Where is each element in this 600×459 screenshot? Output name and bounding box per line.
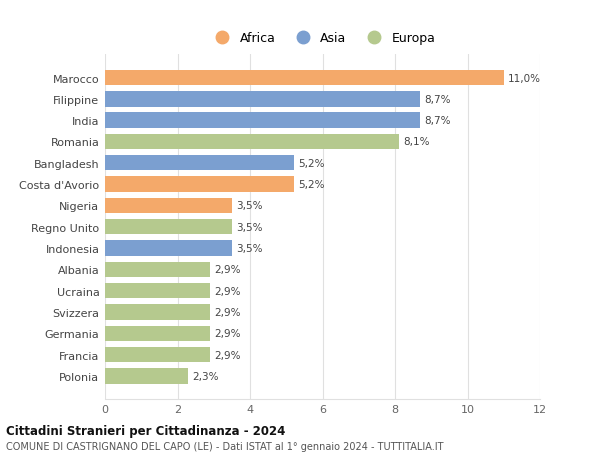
Text: 8,7%: 8,7% — [425, 116, 451, 126]
Bar — [105, 198, 232, 213]
Bar — [105, 134, 398, 150]
Bar — [105, 113, 421, 129]
Bar — [105, 347, 210, 363]
Text: Cittadini Stranieri per Cittadinanza - 2024: Cittadini Stranieri per Cittadinanza - 2… — [6, 425, 286, 437]
Bar — [105, 219, 232, 235]
Text: 2,9%: 2,9% — [214, 329, 241, 338]
Text: 2,9%: 2,9% — [214, 265, 241, 275]
Text: COMUNE DI CASTRIGNANO DEL CAPO (LE) - Dati ISTAT al 1° gennaio 2024 - TUTTITALIA: COMUNE DI CASTRIGNANO DEL CAPO (LE) - Da… — [6, 441, 443, 451]
Text: 3,5%: 3,5% — [236, 222, 263, 232]
Bar — [105, 156, 293, 171]
Text: 5,2%: 5,2% — [298, 158, 325, 168]
Text: 2,9%: 2,9% — [214, 307, 241, 317]
Bar — [105, 177, 293, 192]
Bar — [105, 241, 232, 256]
Text: 2,9%: 2,9% — [214, 286, 241, 296]
Bar — [105, 305, 210, 320]
Text: 2,9%: 2,9% — [214, 350, 241, 360]
Bar — [105, 283, 210, 299]
Bar — [105, 326, 210, 341]
Bar — [105, 262, 210, 277]
Text: 11,0%: 11,0% — [508, 73, 541, 84]
Text: 2,3%: 2,3% — [193, 371, 219, 381]
Text: 3,5%: 3,5% — [236, 201, 263, 211]
Text: 8,7%: 8,7% — [425, 95, 451, 105]
Legend: Africa, Asia, Europa: Africa, Asia, Europa — [205, 27, 440, 50]
Bar — [105, 92, 421, 107]
Bar — [105, 369, 188, 384]
Text: 8,1%: 8,1% — [403, 137, 430, 147]
Text: 5,2%: 5,2% — [298, 179, 325, 190]
Text: 3,5%: 3,5% — [236, 243, 263, 253]
Bar — [105, 71, 504, 86]
